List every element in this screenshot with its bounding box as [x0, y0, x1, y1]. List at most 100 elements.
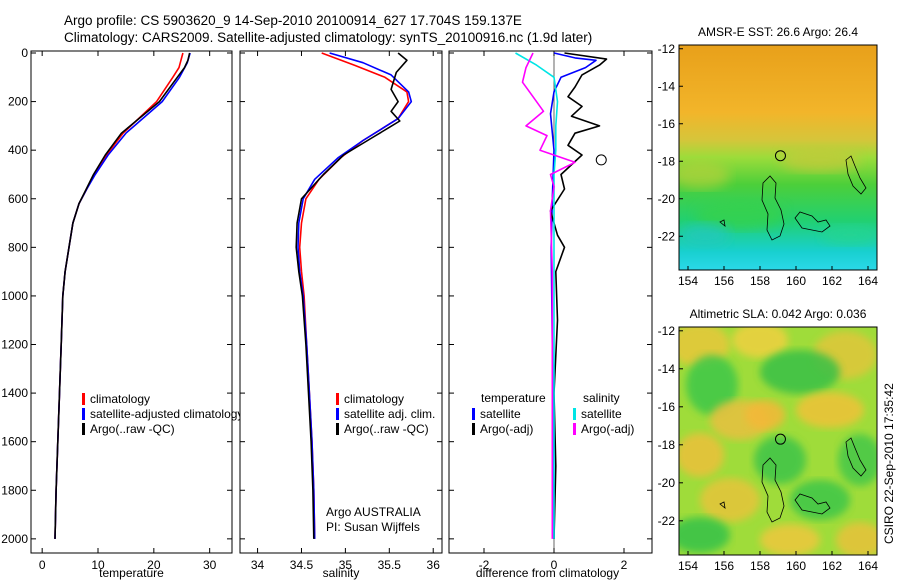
sla-patch [790, 480, 850, 520]
y-tick-label: 1000 [1, 289, 28, 303]
x-tick-label: 2 [621, 558, 628, 572]
map-frame [678, 326, 878, 556]
panel-frame [30, 50, 233, 554]
series-line [521, 52, 576, 539]
sla-patch [760, 350, 840, 394]
legend-label: Argo(..raw -QC) [90, 422, 175, 436]
y-tick-label: -20 [658, 476, 676, 490]
legend-heading: salinity [583, 391, 620, 405]
x-tick-label: 156 [714, 274, 734, 288]
legend-swatch [336, 423, 339, 435]
y-tick-label: -18 [658, 438, 676, 452]
sla-patch [838, 434, 877, 486]
series-line [54, 52, 191, 539]
map-sla_map: 154 156 158 160 162 164 -12 -14 -16 -18 -20 -22 Alti… [658, 307, 879, 573]
legend-label: Argo(-adj) [581, 422, 634, 436]
legend-swatch [573, 423, 576, 435]
y-tick-label: 400 [8, 143, 28, 157]
legend-swatch [82, 423, 85, 435]
y-tick-label: -22 [658, 229, 676, 243]
y-tick-label: -12 [658, 42, 676, 56]
legend-label: climatology [90, 392, 150, 406]
x-axis-label: temperature [99, 566, 164, 580]
x-tick-label: 154 [678, 559, 698, 573]
map-title: Altimetric SLA: 0.042 Argo: 0.036 [690, 307, 867, 321]
y-tick-label: 200 [8, 95, 28, 109]
legend-label: Argo(..raw -QC) [344, 422, 429, 436]
x-tick-label: 164 [858, 274, 878, 288]
series-line [515, 52, 559, 539]
y-tick-label: -16 [658, 400, 676, 414]
coastline [794, 211, 831, 233]
x-tick-label: 34 [251, 558, 265, 572]
sst-patch [680, 223, 730, 247]
legend-label: climatology [344, 392, 404, 406]
x-tick-label: 34.5 [290, 558, 314, 572]
coastline [719, 219, 726, 227]
coastline-group [719, 437, 867, 523]
x-tick-label: 10 [91, 558, 105, 572]
legend-swatch [336, 393, 339, 405]
y-tick-label: -14 [658, 362, 676, 376]
panel-frame [239, 50, 443, 554]
sla-patch [732, 327, 788, 358]
y-tick-label: 1400 [1, 386, 28, 400]
y-tick-label: -22 [658, 514, 676, 528]
panel-frame [448, 50, 653, 554]
series-line [297, 52, 413, 539]
coastline [719, 501, 726, 509]
y-tick-label: 1600 [1, 435, 28, 449]
coastline [761, 175, 785, 241]
y-tick-label: -20 [658, 192, 676, 206]
legend-swatch [472, 408, 475, 420]
coastline [761, 457, 785, 523]
sst-patch [820, 225, 877, 245]
sla-patch [679, 517, 730, 553]
x-tick-label: 160 [786, 274, 806, 288]
sst-patch [695, 200, 785, 230]
x-tick-label: 158 [750, 559, 770, 573]
coastline [845, 437, 867, 477]
x-tick-label: 30 [203, 558, 217, 572]
y-tick-label: 600 [8, 192, 28, 206]
x-tick-label: 156 [714, 559, 734, 573]
y-tick-label: 1200 [1, 338, 28, 352]
x-tick-label: 162 [822, 559, 842, 573]
map-title: AMSR-E SST: 26.6 Argo: 26.4 [698, 25, 858, 39]
map-frame [678, 44, 878, 271]
y-tick-label: -14 [658, 79, 676, 93]
legend-swatch [573, 408, 576, 420]
sla-patch [745, 400, 785, 430]
legend-swatch [336, 408, 339, 420]
legend-swatch [82, 408, 85, 420]
x-axis-label: difference from climatology [476, 566, 619, 580]
marker-circle [595, 154, 607, 166]
legend-label: satellite [581, 407, 622, 421]
y-tick-label: 800 [8, 240, 28, 254]
panel-salinity: 34 34.5 35 35.5 36 salinity climatologysatelli… [239, 50, 443, 580]
legend-swatch [472, 423, 475, 435]
annotation-text: PI: Susan Wijffels [326, 520, 420, 534]
sla-patch [700, 478, 760, 522]
legend-label: satellite adj. clim. [344, 407, 435, 421]
coastline [794, 493, 831, 515]
panel-temperature: 0 10 20 30 0 200 400 600 800 1000 1200 1400 1600 1800… [1, 46, 243, 580]
x-tick-label: 160 [786, 559, 806, 573]
argo-location-circle [774, 433, 786, 445]
sla-patch [836, 522, 877, 555]
x-tick-label: 35 [339, 558, 353, 572]
sla-patch [796, 392, 864, 428]
sla-patch [686, 355, 738, 415]
legend-swatch [82, 393, 85, 405]
series-line [295, 52, 408, 539]
figure-title-line1: Argo profile: CS 5903620_9 14-Sep-2010 2… [64, 13, 522, 28]
footer-stamp: CSIRO 22-Sep-2010 17:35:42 [882, 383, 896, 544]
map-field [679, 45, 877, 270]
sst-patch [780, 148, 860, 172]
y-tick-label: -12 [658, 324, 676, 338]
map-field [679, 327, 877, 555]
x-tick-label: 158 [750, 274, 770, 288]
coastline-group [719, 155, 867, 241]
